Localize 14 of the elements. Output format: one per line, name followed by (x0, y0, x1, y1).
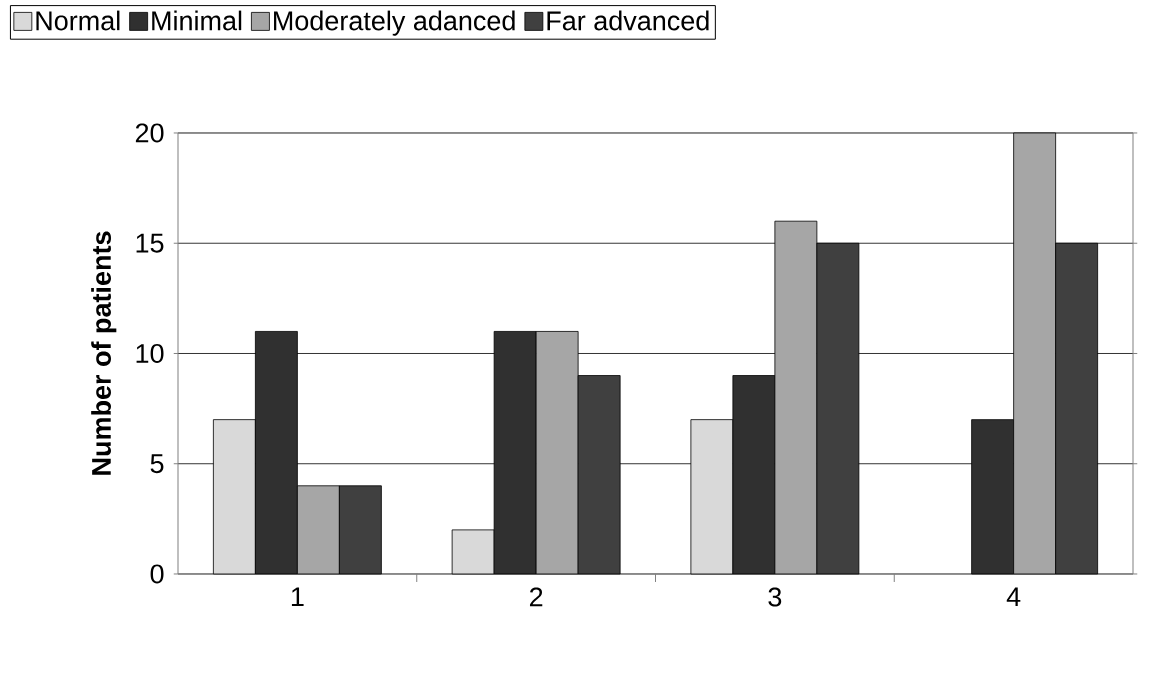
y-tick-label: 20 (135, 123, 164, 143)
legend-label: Far advanced (547, 10, 709, 31)
x-tick-label: 3 (768, 587, 782, 607)
y-axis-title: Number of patients (91, 231, 117, 475)
legend-label: Moderately adanced (274, 10, 515, 36)
x-tick-label: 4 (1006, 587, 1021, 607)
legend-label: Minimal (152, 10, 242, 31)
y-tick-label: 5 (150, 454, 164, 474)
y-tick-label: 15 (136, 233, 164, 253)
x-tick-label: 2 (529, 587, 543, 607)
legend-label: Normal (36, 10, 120, 31)
x-tick-label: 1 (291, 587, 304, 607)
y-tick-label: 0 (150, 564, 164, 584)
y-tick-label: 10 (136, 343, 164, 364)
